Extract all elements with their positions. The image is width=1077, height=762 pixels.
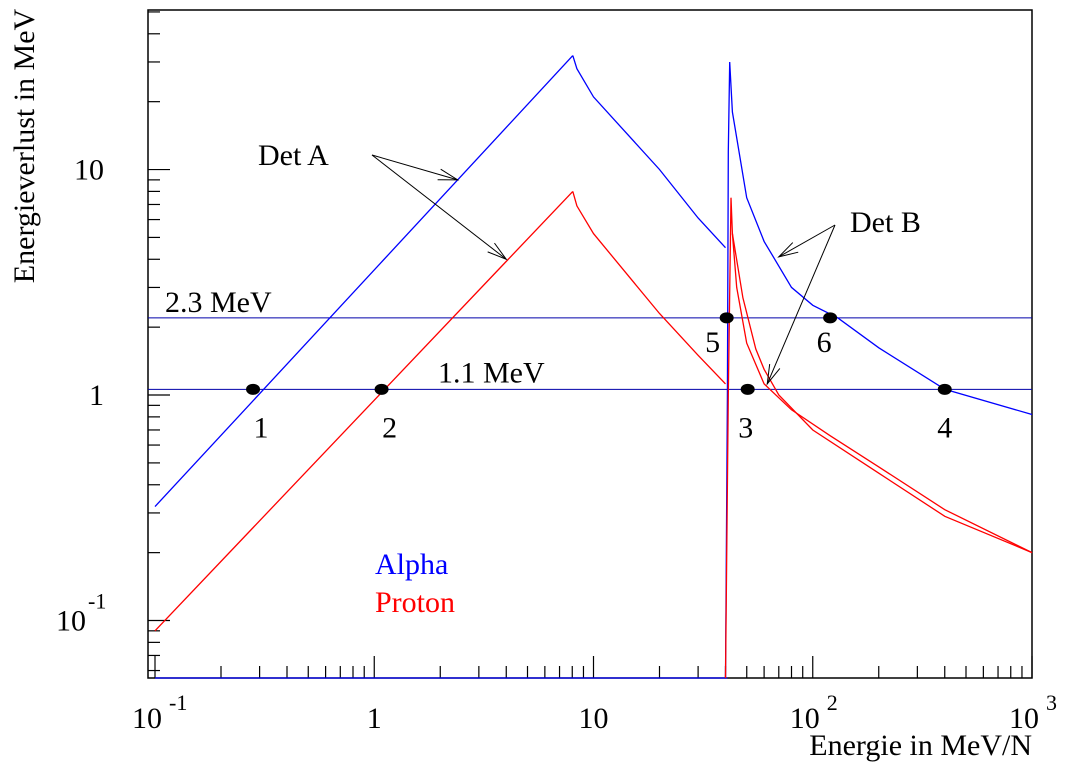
series-line (724, 61, 1033, 679)
data-point (246, 383, 261, 395)
x-axis-label: Energie in MeV/N (809, 729, 1032, 762)
x-tick-label: 10 (579, 702, 609, 735)
y-tick-label-base: 10 (56, 605, 86, 638)
legend: Alpha Proton (375, 548, 455, 619)
data-point (823, 312, 838, 324)
y-tick-label: 10-1 (56, 589, 106, 638)
annotation-label: Det B (850, 206, 921, 239)
x-tick-label: 10 2 (790, 690, 838, 735)
y-tick-label: 1 (89, 379, 104, 412)
data-point (719, 312, 734, 324)
series-lines (154, 55, 1033, 679)
data-point (374, 383, 389, 395)
annotation-arrow (371, 154, 458, 181)
plot-frame (147, 9, 1033, 679)
x-tick-label-base: 10 (579, 702, 609, 735)
annotation-arrow (766, 224, 836, 385)
axis-ticks (148, 11, 1033, 678)
data-point (937, 383, 952, 395)
y-axis-label: Energieverlust in MeV (8, 8, 41, 283)
legend-entry: Alpha (375, 548, 448, 581)
x-tick-label-base: 1 (367, 702, 382, 735)
series-line (572, 55, 726, 249)
y-tick-label: 10 (74, 154, 104, 187)
y-tick-label-base: 1 (89, 379, 104, 412)
series-line (154, 190, 574, 632)
y-tick-label-base: 10 (74, 154, 104, 187)
annotation-arrow-head (766, 364, 781, 386)
x-tick-label: 10 -1 (132, 690, 187, 735)
series-line (731, 233, 1033, 554)
x-tick-label: 10 3 (1009, 690, 1057, 735)
annotation-arrow (371, 154, 507, 260)
data-point-label: 4 (937, 411, 952, 444)
series-line (572, 191, 726, 385)
annotations: Det A Det B (258, 139, 921, 386)
x-tick-label: 1 (367, 702, 382, 735)
marked-points: 1 2 3 4 5 6 (246, 312, 952, 444)
x-tick-label-base: 10 (1009, 702, 1039, 735)
reference-line-label: 2.3 MeV (165, 286, 272, 319)
annotation-label: Det A (258, 139, 329, 172)
x-tick-label-exp: 3 (1046, 690, 1057, 715)
legend-entry: Proton (375, 586, 455, 619)
annotation-arrow (778, 224, 836, 258)
reference-lines: 2.3 MeV 1.1 MeV (148, 286, 1032, 390)
data-point (740, 383, 755, 395)
annotation-arrow-head (437, 168, 460, 181)
x-tick-label-base: 10 (132, 702, 162, 735)
x-tick-label-base: 10 (790, 702, 820, 735)
data-point-label: 2 (382, 411, 397, 444)
data-point-label: 5 (705, 326, 720, 359)
annotation-arrow-head (487, 242, 508, 261)
series-line (154, 55, 574, 508)
series-line (724, 197, 1033, 679)
annotation-arrow-head (777, 242, 799, 258)
data-point-label: 1 (254, 411, 269, 444)
data-point-label: 3 (738, 411, 753, 444)
y-tick-label-exp: -1 (88, 589, 106, 614)
x-tick-label-exp: -1 (169, 690, 187, 715)
data-point-label: 6 (817, 326, 832, 359)
reference-line-label: 1.1 MeV (438, 356, 545, 389)
x-tick-label-exp: 2 (827, 690, 838, 715)
